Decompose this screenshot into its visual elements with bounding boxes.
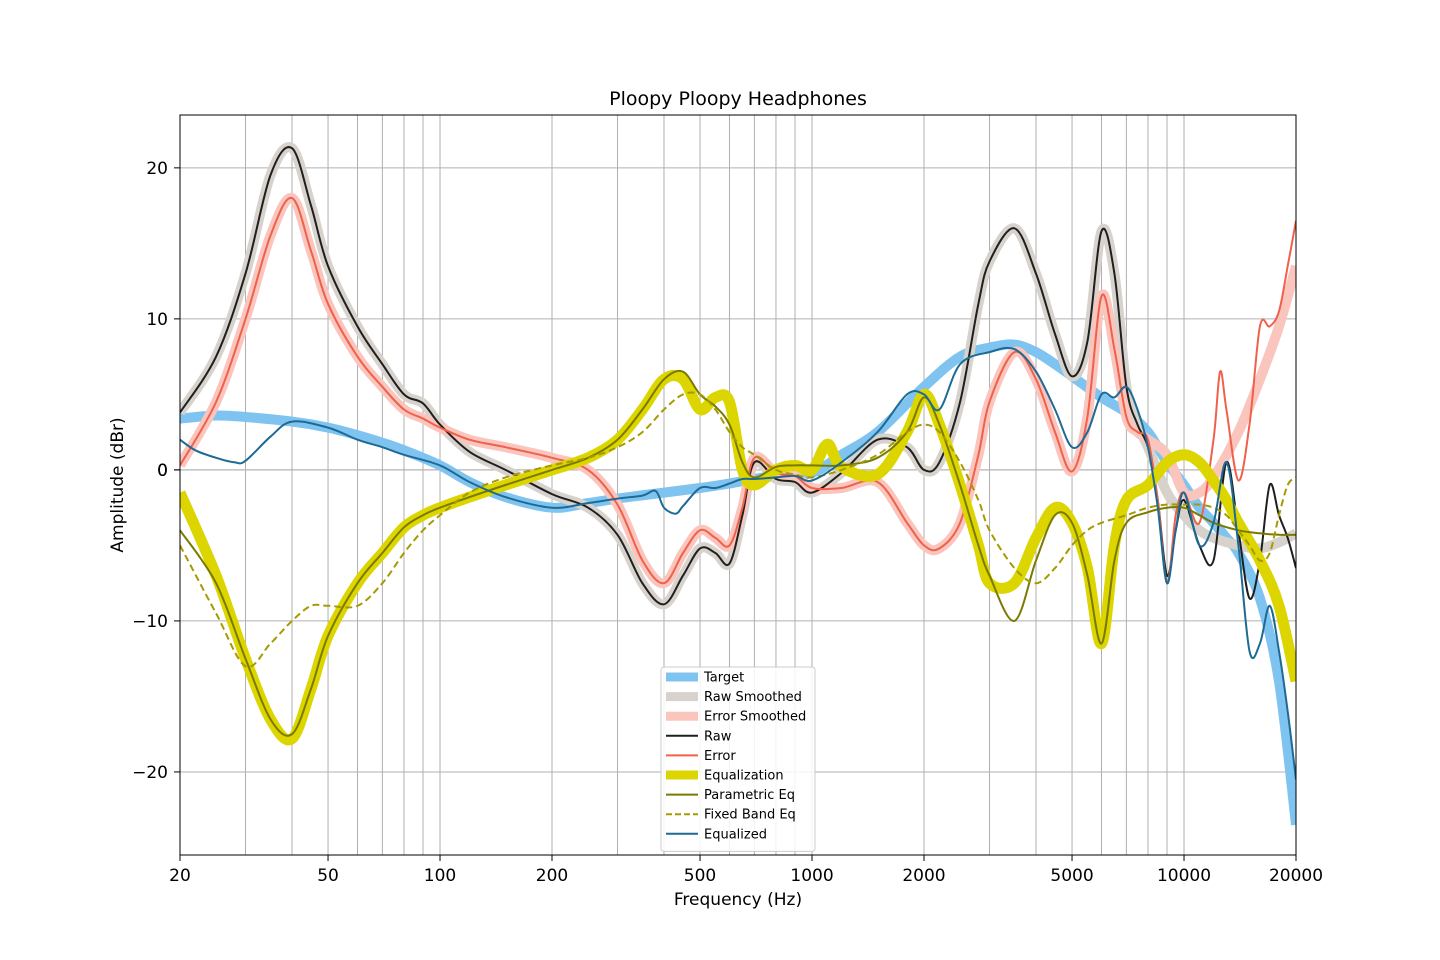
legend-label: Equalization xyxy=(704,769,784,784)
y-tick-label: −20 xyxy=(132,763,168,783)
x-tick-label: 50 xyxy=(317,866,339,886)
legend-label: Equalized xyxy=(704,827,767,842)
y-tick-label: 10 xyxy=(146,310,168,330)
y-axis-label: Amplitude (dBr) xyxy=(108,417,128,552)
x-tick-label: 100 xyxy=(424,866,456,886)
x-tick-label: 20000 xyxy=(1269,866,1323,886)
series-line-parametric-eq xyxy=(180,369,1296,737)
legend-label: Fixed Band Eq xyxy=(704,808,796,823)
legend-label: Parametric Eq xyxy=(704,788,795,803)
chart-title: Ploopy Ploopy Headphones xyxy=(609,88,867,110)
series-lines xyxy=(180,142,1296,826)
x-tick-label: 1000 xyxy=(790,866,833,886)
x-tick-label: 2000 xyxy=(902,866,945,886)
legend-box xyxy=(660,666,816,852)
x-tick-label: 5000 xyxy=(1050,866,1093,886)
axis-ticks: 20 50 100 200 500 1000 2000 5000 10000 2000020100… xyxy=(132,159,1323,886)
legend-label: Error Smoothed xyxy=(704,710,806,725)
x-tick-label: 500 xyxy=(684,866,716,886)
x-tick-label: 20 xyxy=(169,866,191,886)
legend-label: Target xyxy=(703,671,744,686)
legend-label: Error xyxy=(704,749,736,764)
series-line-equalized xyxy=(180,346,1296,780)
y-tick-label: 0 xyxy=(157,461,168,481)
series-line-target xyxy=(180,339,1296,826)
y-tick-label: 20 xyxy=(146,159,168,179)
legend-label: Raw xyxy=(704,729,732,744)
x-axis-label: Frequency (Hz) xyxy=(674,890,802,910)
x-tick-label: 10000 xyxy=(1157,866,1211,886)
x-tick-label: 200 xyxy=(536,866,568,886)
y-tick-label: −10 xyxy=(132,612,168,632)
legend: Target Raw Smoothed Error Smoothed Raw Error… xyxy=(660,666,816,852)
y-tick-label: 0 xyxy=(157,461,168,481)
legend-label: Raw Smoothed xyxy=(704,690,802,705)
plot-frame xyxy=(179,114,1297,856)
series-line-raw xyxy=(180,146,1296,606)
